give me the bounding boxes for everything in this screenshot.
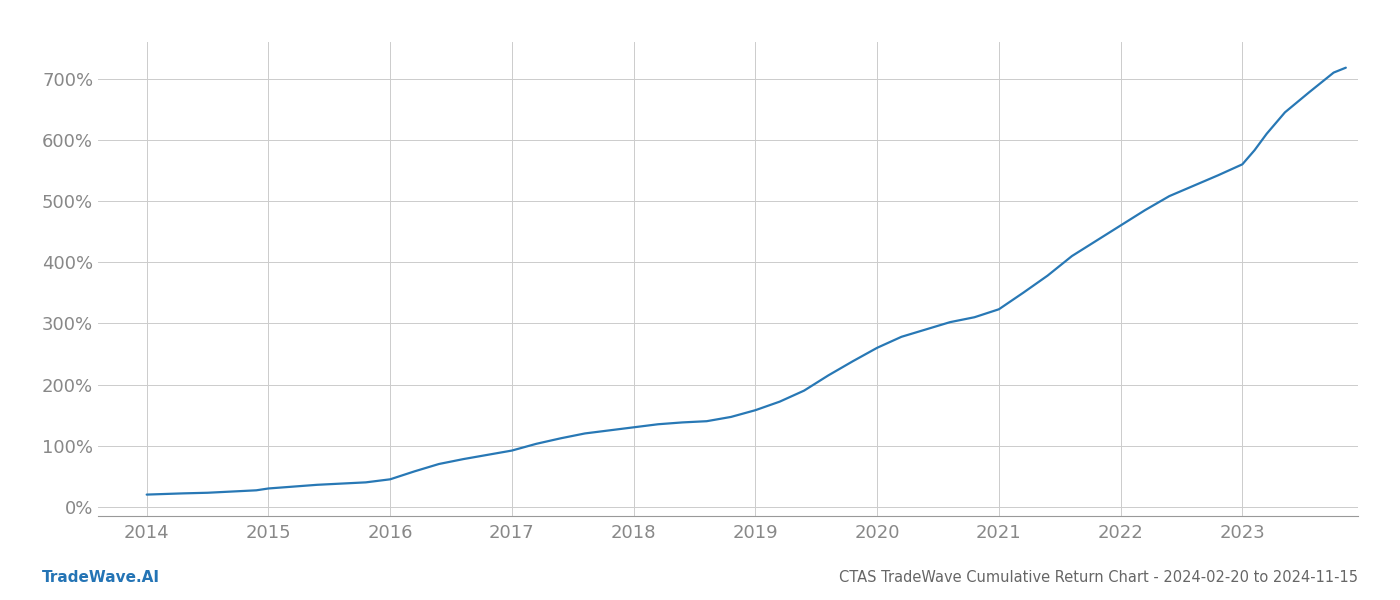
Text: CTAS TradeWave Cumulative Return Chart - 2024-02-20 to 2024-11-15: CTAS TradeWave Cumulative Return Chart -…: [839, 570, 1358, 585]
Text: TradeWave.AI: TradeWave.AI: [42, 570, 160, 585]
